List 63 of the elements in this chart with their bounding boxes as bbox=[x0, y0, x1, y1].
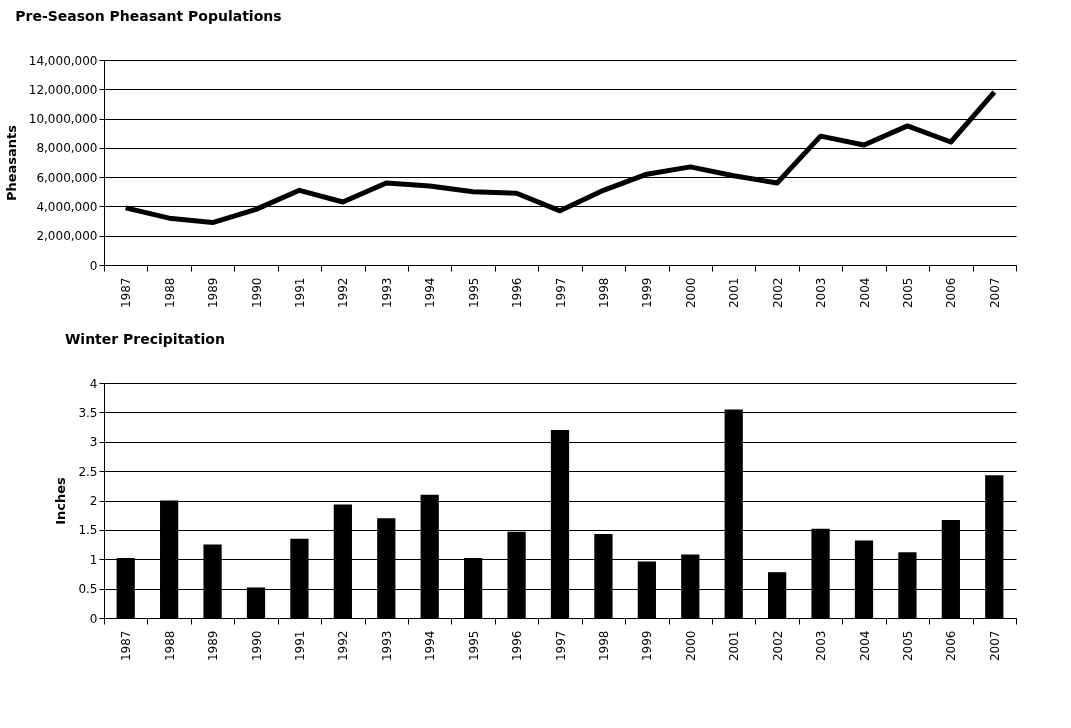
x-tick-label: 2000 bbox=[683, 630, 698, 662]
y-tick-label: 3.5 bbox=[78, 405, 98, 420]
y-tick-label: 0 bbox=[89, 611, 98, 626]
x-tick-label: 1996 bbox=[510, 277, 525, 309]
x-tick-label: 1987 bbox=[119, 277, 134, 309]
x-tick-label: 1993 bbox=[379, 277, 394, 309]
y-tick-label: 1 bbox=[89, 552, 98, 567]
x-tick-label: 1995 bbox=[466, 277, 481, 309]
y-axis-title: Inches bbox=[53, 476, 69, 525]
x-tick-label: 1998 bbox=[596, 277, 611, 309]
x-tick-label: 1993 bbox=[379, 630, 394, 662]
y-tick-label: 12,000,000 bbox=[28, 82, 98, 97]
x-tick-label: 1999 bbox=[640, 277, 655, 309]
x-tick-label: 1989 bbox=[206, 277, 221, 309]
x-tick-label: 1990 bbox=[249, 277, 264, 309]
y-tick-label: 2,000,000 bbox=[36, 229, 98, 244]
y-tick-label: 10,000,000 bbox=[28, 112, 98, 127]
y-tick-label: 3 bbox=[89, 435, 98, 450]
y-axis-title: Pheasants bbox=[3, 124, 19, 202]
x-tick-label: 1991 bbox=[292, 630, 307, 662]
x-tick-label: 1994 bbox=[423, 630, 438, 662]
x-tick-label: 1988 bbox=[162, 277, 177, 309]
x-tick-label: 1992 bbox=[336, 277, 351, 309]
x-tick-label: 2001 bbox=[727, 630, 742, 662]
x-tick-label: 2005 bbox=[900, 277, 915, 309]
y-tick-label: 4 bbox=[89, 376, 98, 391]
x-tick-label: 2007 bbox=[987, 277, 1002, 309]
x-tick-label: 2002 bbox=[770, 630, 785, 662]
y-tick-label: 14,000,000 bbox=[28, 53, 98, 68]
x-tick-label: 2006 bbox=[944, 630, 959, 662]
y-tick-label: 4,000,000 bbox=[36, 199, 98, 214]
y-tick-label: 2 bbox=[89, 494, 98, 508]
x-tick-label: 2004 bbox=[857, 277, 872, 309]
x-tick-label: 1997 bbox=[553, 277, 568, 309]
x-tick-label: 1990 bbox=[249, 630, 264, 662]
x-tick-label: 1989 bbox=[206, 630, 221, 662]
chart-title: Pre-Season Pheasant Populations bbox=[15, 8, 282, 24]
x-tick-label: 1999 bbox=[640, 630, 655, 662]
x-tick-label: 2006 bbox=[944, 277, 959, 309]
x-tick-label: 1992 bbox=[336, 630, 351, 662]
x-tick-label: 2007 bbox=[987, 630, 1002, 662]
x-tick-label: 1988 bbox=[162, 630, 177, 662]
x-tick-label: 2001 bbox=[727, 277, 742, 309]
x-tick-label: 1997 bbox=[553, 630, 568, 662]
x-tick-label: 2005 bbox=[900, 630, 915, 662]
y-tick-label: 0 bbox=[89, 258, 98, 273]
y-tick-label: 0.5 bbox=[78, 582, 98, 597]
x-tick-label: 2003 bbox=[814, 630, 829, 662]
y-tick-label: 8,000,000 bbox=[36, 141, 98, 156]
y-tick-label: 1.5 bbox=[78, 523, 98, 538]
x-tick-label: 2004 bbox=[857, 630, 872, 662]
chart-title: Winter Precipitation bbox=[64, 331, 225, 347]
x-tick-label: 1994 bbox=[423, 277, 438, 309]
x-tick-label: 2000 bbox=[683, 277, 698, 309]
x-tick-label: 1987 bbox=[119, 630, 134, 662]
x-tick-label: 1998 bbox=[596, 630, 611, 662]
x-tick-label: 1991 bbox=[292, 277, 307, 309]
x-tick-label: 2002 bbox=[770, 277, 785, 309]
y-tick-label: 6,000,000 bbox=[36, 170, 98, 185]
x-tick-label: 1996 bbox=[510, 630, 525, 662]
x-tick-label: 2003 bbox=[814, 277, 829, 309]
x-tick-label: 1995 bbox=[466, 630, 481, 662]
y-tick-label: 2.5 bbox=[78, 464, 98, 479]
